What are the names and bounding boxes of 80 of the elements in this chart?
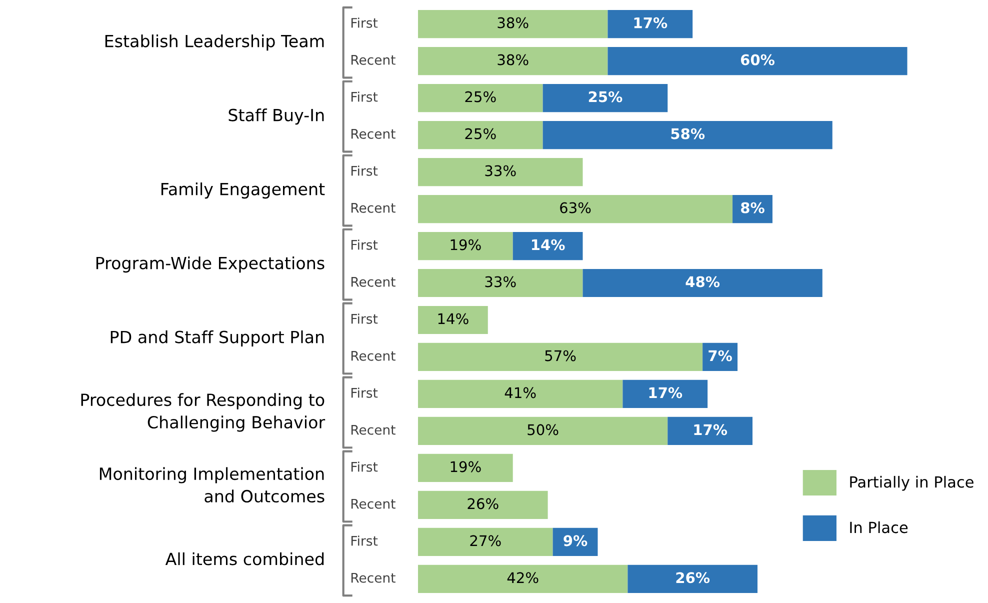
y-tick-label: Recent — [351, 203, 396, 213]
bar — [668, 416, 752, 446]
text: Program-Wide Expectations — [96, 256, 324, 273]
y-tick-label: First — [351, 536, 378, 546]
data-label: 25% — [465, 128, 496, 140]
text: Establish Leadership Team — [105, 34, 324, 51]
y-tick-label: Recent — [351, 129, 396, 139]
bar — [418, 232, 513, 260]
data-label: 60% — [740, 54, 774, 66]
bar — [418, 268, 583, 298]
data-label: 57% — [545, 350, 576, 362]
bar — [418, 528, 553, 556]
bar — [628, 564, 758, 594]
bar — [512, 232, 583, 260]
bar — [418, 10, 608, 38]
bar — [418, 46, 608, 76]
data-label: 41% — [504, 387, 536, 398]
y-tick-label: Recent — [351, 425, 396, 435]
data-label: 14% — [532, 239, 565, 250]
data-label: 58% — [671, 128, 705, 140]
data-label: 48% — [686, 276, 720, 288]
text: PD and Staff Support Plan — [110, 330, 324, 347]
bar — [418, 158, 583, 186]
data-label: 27% — [470, 535, 501, 546]
bar — [702, 342, 738, 372]
data-label: 33% — [485, 276, 516, 288]
y-tick-label: First — [351, 314, 378, 324]
bar — [418, 194, 733, 224]
y-tick-label: First — [351, 240, 378, 250]
bar — [582, 268, 822, 298]
y-tick-label: First — [351, 462, 378, 472]
bar — [418, 416, 668, 446]
y-tick-label: Recent — [351, 572, 396, 583]
data-label: 26% — [676, 572, 710, 584]
bar — [418, 564, 628, 594]
data-label: 7% — [708, 350, 732, 362]
y-tick-label: Recent — [351, 277, 396, 287]
bar — [418, 454, 513, 482]
data-label: 8% — [741, 202, 764, 214]
data-label: 26% — [468, 498, 498, 510]
data-label: 14% — [438, 313, 468, 324]
bar — [418, 380, 623, 408]
data-label: 19% — [450, 461, 481, 472]
bar — [542, 120, 832, 150]
bar — [418, 84, 543, 112]
bar — [418, 120, 543, 150]
data-label: 25% — [588, 91, 622, 102]
data-label: 17% — [649, 387, 682, 398]
data-label: 63% — [560, 202, 591, 214]
y-tick-label: First — [351, 166, 378, 176]
data-label: 17% — [634, 17, 668, 28]
y-tick-label: Recent — [351, 351, 396, 361]
text: Family Engagement — [161, 182, 325, 199]
bar — [622, 380, 708, 408]
y-tick-label: First — [351, 92, 378, 102]
bar — [418, 490, 548, 520]
y-tick-label: Recent — [351, 498, 396, 509]
data-label: 50% — [528, 424, 558, 436]
bar — [608, 10, 693, 38]
legend-label: In Place — [850, 521, 908, 534]
text: Monitoring Implementation and Outcomes — [100, 467, 324, 503]
data-label: 25% — [465, 91, 496, 102]
data-label: 19% — [450, 239, 481, 250]
data-label: 38% — [498, 17, 528, 28]
data-label: 9% — [564, 535, 588, 546]
bar — [418, 342, 703, 372]
data-label: 17% — [694, 424, 728, 436]
y-tick-label: Recent — [351, 55, 396, 65]
legend-label: Partially in Place — [850, 476, 974, 491]
text: Procedures for Responding to Challenging Behavior — [81, 393, 326, 432]
text: Staff Buy-In — [228, 108, 324, 125]
bar — [542, 84, 668, 112]
bar — [418, 306, 488, 334]
y-tick-label: First — [351, 18, 378, 28]
data-label: 38% — [498, 54, 528, 66]
data-label: 33% — [485, 165, 516, 176]
bar — [608, 46, 908, 76]
data-label: 42% — [507, 572, 538, 584]
text: All items combined — [165, 552, 324, 566]
y-tick-label: First — [351, 388, 378, 398]
